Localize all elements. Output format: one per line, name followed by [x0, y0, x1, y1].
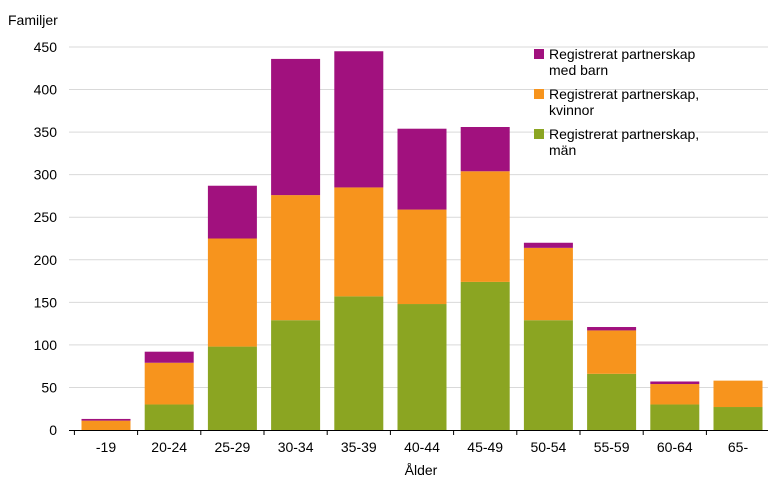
bar-30-34-series-2: [271, 58, 321, 196]
bar-55-59-series-1: [587, 330, 637, 374]
bar-25-29-series-0: [207, 346, 257, 430]
bar-60-64-series-2: [650, 381, 700, 385]
bar-55-59-series-2: [587, 327, 637, 331]
bar--19-series-1: [81, 420, 131, 430]
bar-65--series-0: [713, 407, 763, 430]
x-tick-label-30-34: 30-34: [278, 439, 314, 455]
bars: [81, 51, 763, 430]
x-tick-label-35-39: 35-39: [341, 439, 377, 455]
legend-label-1-line-1: kvinnor: [549, 102, 594, 118]
legend-label-2-line-1: med barn: [549, 62, 608, 78]
bar-30-34-series-0: [271, 320, 321, 430]
bar-45-49-series-2: [460, 127, 510, 172]
bar-40-44-series-1: [397, 209, 447, 305]
x-tick-label-45-49: 45-49: [467, 439, 503, 455]
bar-45-49-series-0: [460, 281, 510, 430]
legend-swatch-1: [534, 89, 544, 99]
bar-50-54-series-2: [523, 242, 573, 248]
x-tick-label-50-54: 50-54: [530, 439, 566, 455]
legend-label-0-line-0: Registrerat partnerskap,: [549, 126, 699, 142]
legend-swatch-2: [534, 49, 544, 59]
bar-35-39-series-0: [334, 296, 384, 430]
x-axis-title: Ålder: [405, 462, 438, 477]
y-axis-title: Familjer: [8, 12, 58, 28]
y-tick-label-150: 150: [34, 294, 58, 310]
bar-50-54-series-0: [523, 320, 573, 430]
bar-50-54-series-1: [523, 247, 573, 321]
bar-45-49-series-1: [460, 171, 510, 282]
legend-label-1-line-0: Registrerat partnerskap,: [549, 86, 699, 102]
axes: 0 50 100 150 200 250 300 350 400 450 -19 20-24 25-29…: [34, 39, 768, 455]
y-tick-label-350: 350: [34, 124, 58, 140]
x-tick-label-55-59: 55-59: [594, 439, 630, 455]
bar-60-64-series-1: [650, 384, 700, 405]
bar-35-39-series-1: [334, 187, 384, 297]
x-tick-label-20-24: 20-24: [151, 439, 187, 455]
y-tick-label-450: 450: [34, 39, 58, 55]
bar-55-59-series-0: [587, 373, 637, 430]
bar-40-44-series-0: [397, 304, 447, 430]
y-tick-label-250: 250: [34, 209, 58, 225]
y-tick-label-300: 300: [34, 167, 58, 183]
legend-label-0-line-1: män: [549, 142, 576, 158]
bar-25-29-series-2: [207, 185, 257, 239]
y-tick-label-100: 100: [34, 337, 58, 353]
y-tick-label-0: 0: [49, 422, 57, 438]
x-tick-label-25-29: 25-29: [214, 439, 250, 455]
bar-20-24-series-0: [144, 404, 194, 430]
y-tick-label-200: 200: [34, 252, 58, 268]
x-tick-label-60-64: 60-64: [657, 439, 693, 455]
bar-30-34-series-1: [271, 195, 321, 321]
bar-65--series-1: [713, 380, 763, 408]
bar-35-39-series-2: [334, 51, 384, 188]
y-tick-label-50: 50: [41, 379, 57, 395]
legend-label-2-line-0: Registrerat partnerskap: [549, 46, 696, 62]
bar--19-series-2: [81, 418, 131, 421]
x-tick-label-65-: 65-: [728, 439, 749, 455]
legend-swatch-0: [534, 129, 544, 139]
bar-20-24-series-2: [144, 351, 194, 363]
y-tick-label-400: 400: [34, 82, 58, 98]
bar-40-44-series-2: [397, 128, 447, 210]
bar-25-29-series-1: [207, 238, 257, 347]
bar-20-24-series-1: [144, 362, 194, 405]
bar-60-64-series-0: [650, 404, 700, 430]
x-tick-label--19: -19: [96, 439, 116, 455]
x-tick-label-40-44: 40-44: [404, 439, 440, 455]
